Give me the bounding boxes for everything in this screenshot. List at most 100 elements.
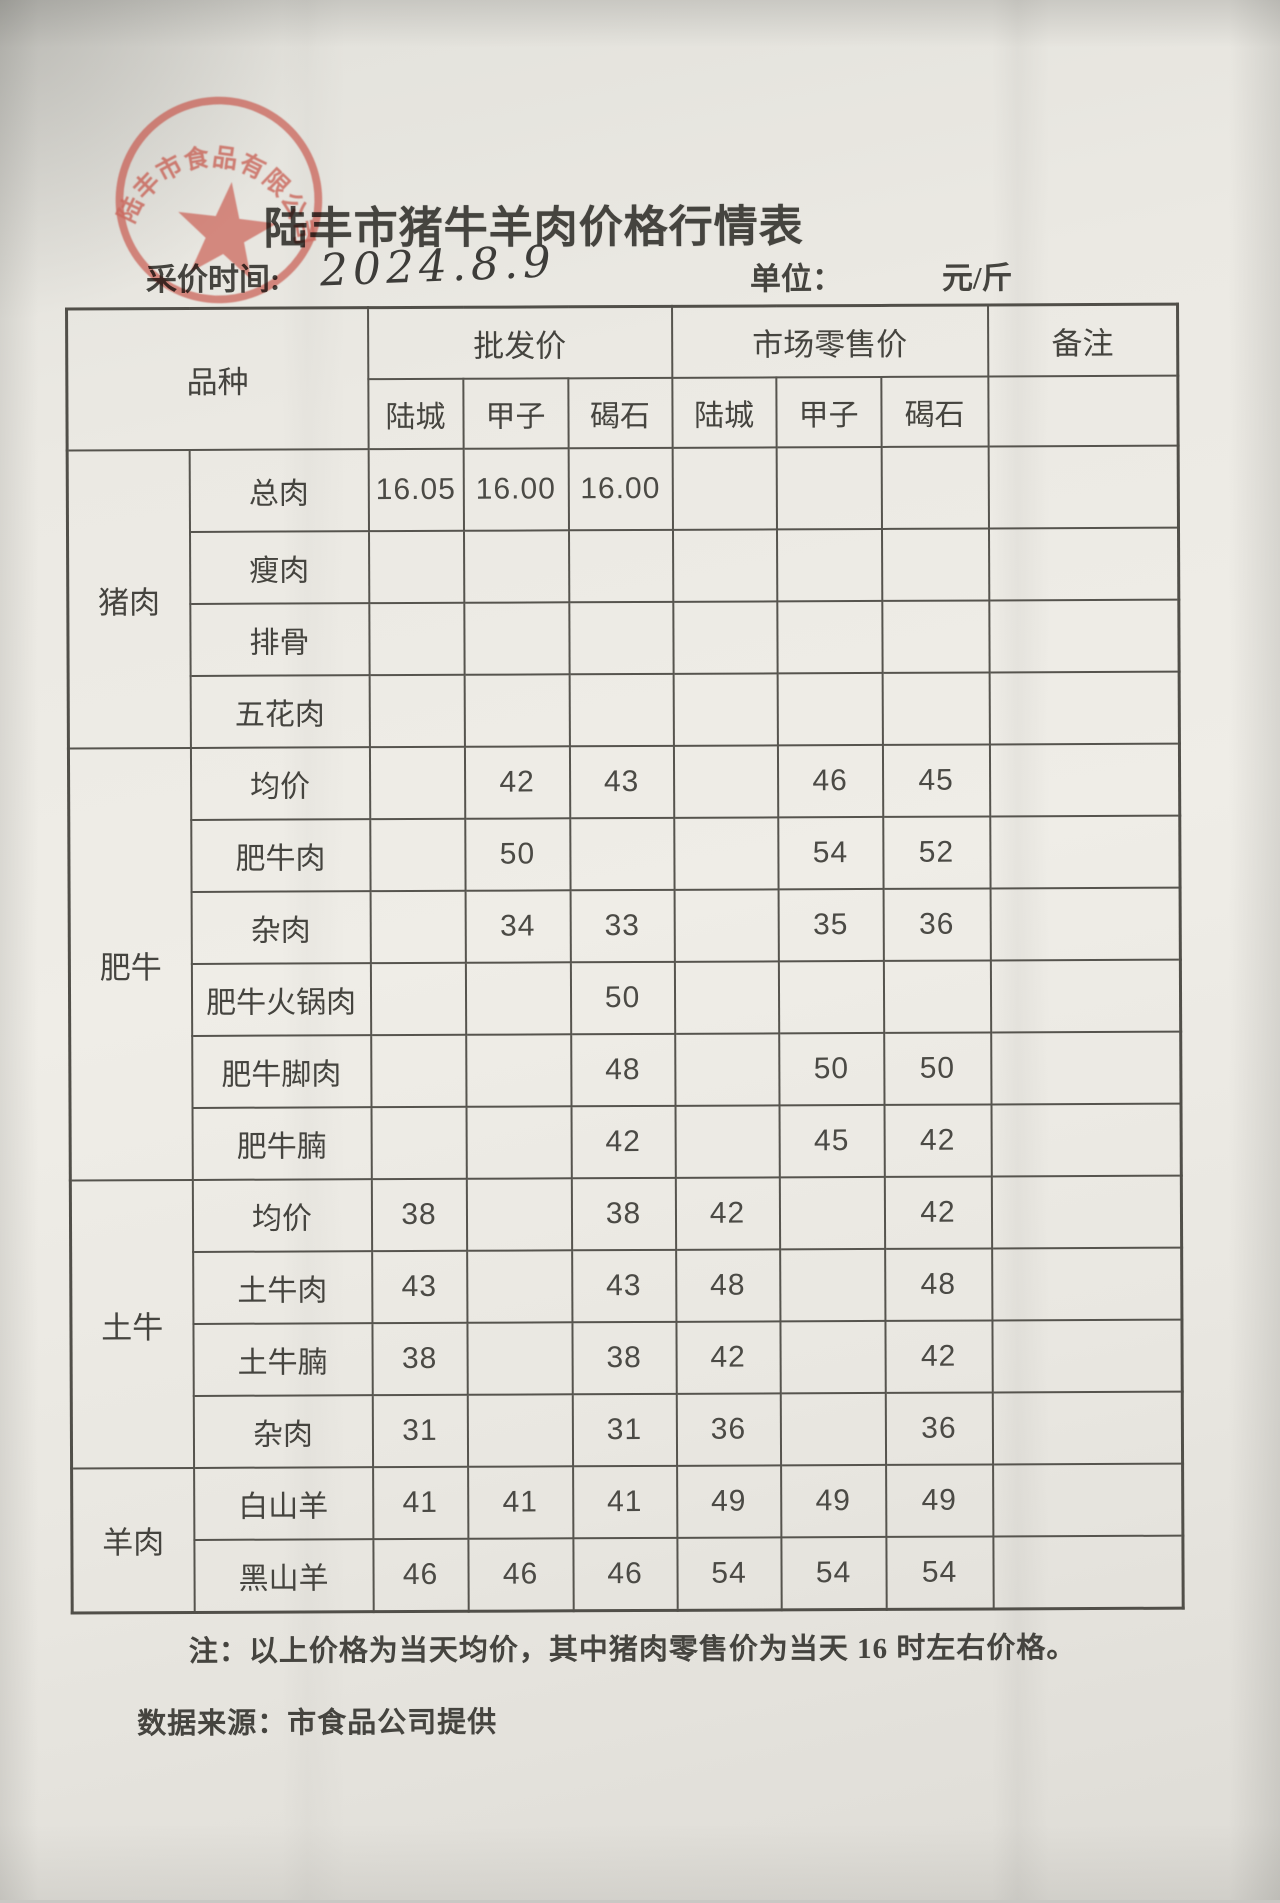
retail-price-cell: 54 <box>777 816 884 890</box>
wholesale-price-cell <box>466 1322 573 1395</box>
retail-price-cell <box>777 672 883 746</box>
wholesale-price-cell: 46 <box>467 1538 574 1611</box>
table-row: 肥牛腩 42 45 42 <box>70 1103 1182 1181</box>
remark-cell <box>990 959 1181 1033</box>
remark-cell <box>991 1247 1182 1321</box>
table-row: 黑山羊 46 46 46 54 54 54 <box>72 1535 1184 1613</box>
retail-price-cell: 42 <box>675 1177 780 1250</box>
retail-price-cell: 50 <box>883 1032 992 1105</box>
retail-price-cell: 35 <box>778 888 884 962</box>
retail-price-cell <box>776 600 883 674</box>
retail-price-cell <box>672 601 778 674</box>
remark-cell <box>992 1391 1183 1465</box>
date-value-handwritten: 2024.8.9 <box>318 236 557 297</box>
item-cell: 杂肉 <box>191 891 371 964</box>
retail-price-cell <box>780 1392 886 1466</box>
retail-price-cell <box>674 889 779 962</box>
table-row: 肥牛 均价 42 43 46 45 <box>68 743 1180 1181</box>
header-remark: 备注 <box>987 304 1178 377</box>
item-cell: 瘦肉 <box>189 531 369 604</box>
item-cell: 均价 <box>190 747 370 820</box>
retail-price-cell: 36 <box>885 1392 993 1465</box>
header-location-wholesale-luceng: 陆城 <box>367 378 464 450</box>
wholesale-price-cell <box>569 673 674 747</box>
retail-price-cell: 42 <box>884 1320 993 1393</box>
retail-price-cell: 42 <box>675 1321 781 1394</box>
wholesale-price-cell: 16.00 <box>568 447 673 531</box>
table-row: 猪肉 总肉 16.05 16.00 16.00 <box>67 445 1179 749</box>
header-location-wholesale-jiazi: 甲子 <box>462 378 569 449</box>
wholesale-price-cell: 38 <box>371 1178 467 1252</box>
wholesale-price-cell <box>463 602 570 675</box>
wholesale-price-cell <box>568 529 673 603</box>
retail-price-cell: 48 <box>884 1248 992 1321</box>
table-row: 土牛肉 43 43 48 48 <box>71 1247 1182 1325</box>
wholesale-price-cell <box>370 962 466 1036</box>
retail-price-cell <box>672 447 777 530</box>
price-table: 品种 批发价 市场零售价 备注 陆城 甲子 碣石 陆城 甲子 碣石 猪肉 总肉 16… <box>65 302 1185 1614</box>
header-retail: 市场零售价 <box>671 304 988 378</box>
unit-label: 单位： <box>749 261 843 297</box>
data-source: 数据来源：市食品公司提供 <box>137 1706 498 1741</box>
remark-cell <box>989 815 1181 889</box>
retail-price-cell <box>674 961 779 1034</box>
wholesale-price-cell: 41 <box>572 1465 677 1539</box>
retail-price-cell <box>675 1105 780 1178</box>
remark-cell <box>990 887 1181 961</box>
wholesale-price-cell: 46 <box>372 1538 469 1612</box>
retail-price-cell: 42 <box>884 1104 992 1177</box>
retail-price-cell: 54 <box>885 1536 994 1609</box>
wholesale-price-cell <box>569 817 675 891</box>
header-variety: 品种 <box>66 307 369 451</box>
item-cell: 黑山羊 <box>193 1539 374 1612</box>
retail-price-cell: 36 <box>676 1393 781 1466</box>
remark-cell <box>992 1463 1183 1537</box>
wholesale-price-cell: 33 <box>570 889 675 963</box>
retail-price-cell: 49 <box>676 1465 781 1538</box>
table-row: 杂肉 34 33 35 36 <box>69 887 1181 965</box>
wholesale-price-cell: 41 <box>372 1466 468 1540</box>
remark-cell <box>990 1031 1182 1105</box>
wholesale-price-cell <box>466 1106 572 1179</box>
remark-cell <box>988 445 1179 529</box>
remark-cell <box>989 743 1180 817</box>
wholesale-price-cell <box>368 530 464 604</box>
header-location-wholesale-jieshi: 碣石 <box>567 377 673 449</box>
wholesale-price-cell: 48 <box>570 1033 676 1107</box>
retail-price-cell: 50 <box>778 1032 885 1106</box>
header-location-retail-jieshi: 碣石 <box>880 376 989 447</box>
retail-price-cell: 45 <box>779 1104 885 1178</box>
retail-price-cell <box>881 528 989 601</box>
retail-price-cell: 49 <box>780 1464 886 1538</box>
wholesale-price-cell: 31 <box>572 1393 677 1467</box>
wholesale-price-cell: 34 <box>465 890 571 963</box>
item-cell: 土牛肉 <box>192 1251 372 1324</box>
item-cell: 均价 <box>192 1179 372 1252</box>
wholesale-price-cell <box>370 1034 467 1108</box>
wholesale-price-cell <box>465 1034 572 1107</box>
retail-price-cell: 52 <box>882 816 991 889</box>
table-row: 肥牛脚肉 48 50 50 <box>70 1031 1182 1109</box>
retail-price-cell <box>883 960 991 1033</box>
retail-price-cell <box>673 673 778 746</box>
item-cell: 排骨 <box>189 603 370 676</box>
remark-cell <box>991 1175 1182 1249</box>
wholesale-price-cell <box>467 1394 573 1467</box>
wholesale-price-cell: 38 <box>371 1322 468 1396</box>
wholesale-price-cell: 43 <box>371 1250 467 1324</box>
wholesale-price-cell <box>466 1178 572 1251</box>
wholesale-price-cell: 16.05 <box>368 448 464 532</box>
category-cell: 肥牛 <box>68 747 193 1181</box>
remark-cell <box>989 671 1180 745</box>
retail-price-cell <box>779 1320 886 1394</box>
unit-value: 元/斤 <box>941 260 1013 296</box>
wholesale-price-cell: 16.00 <box>463 448 569 531</box>
item-cell: 白山羊 <box>193 1467 373 1540</box>
wholesale-price-cell <box>465 962 571 1035</box>
item-cell: 五花肉 <box>190 675 370 748</box>
category-cell: 羊肉 <box>71 1467 195 1613</box>
retail-price-cell <box>674 1033 780 1106</box>
wholesale-price-cell: 42 <box>571 1105 676 1179</box>
retail-price-cell: 54 <box>780 1536 887 1610</box>
remark-cell <box>991 1319 1183 1393</box>
